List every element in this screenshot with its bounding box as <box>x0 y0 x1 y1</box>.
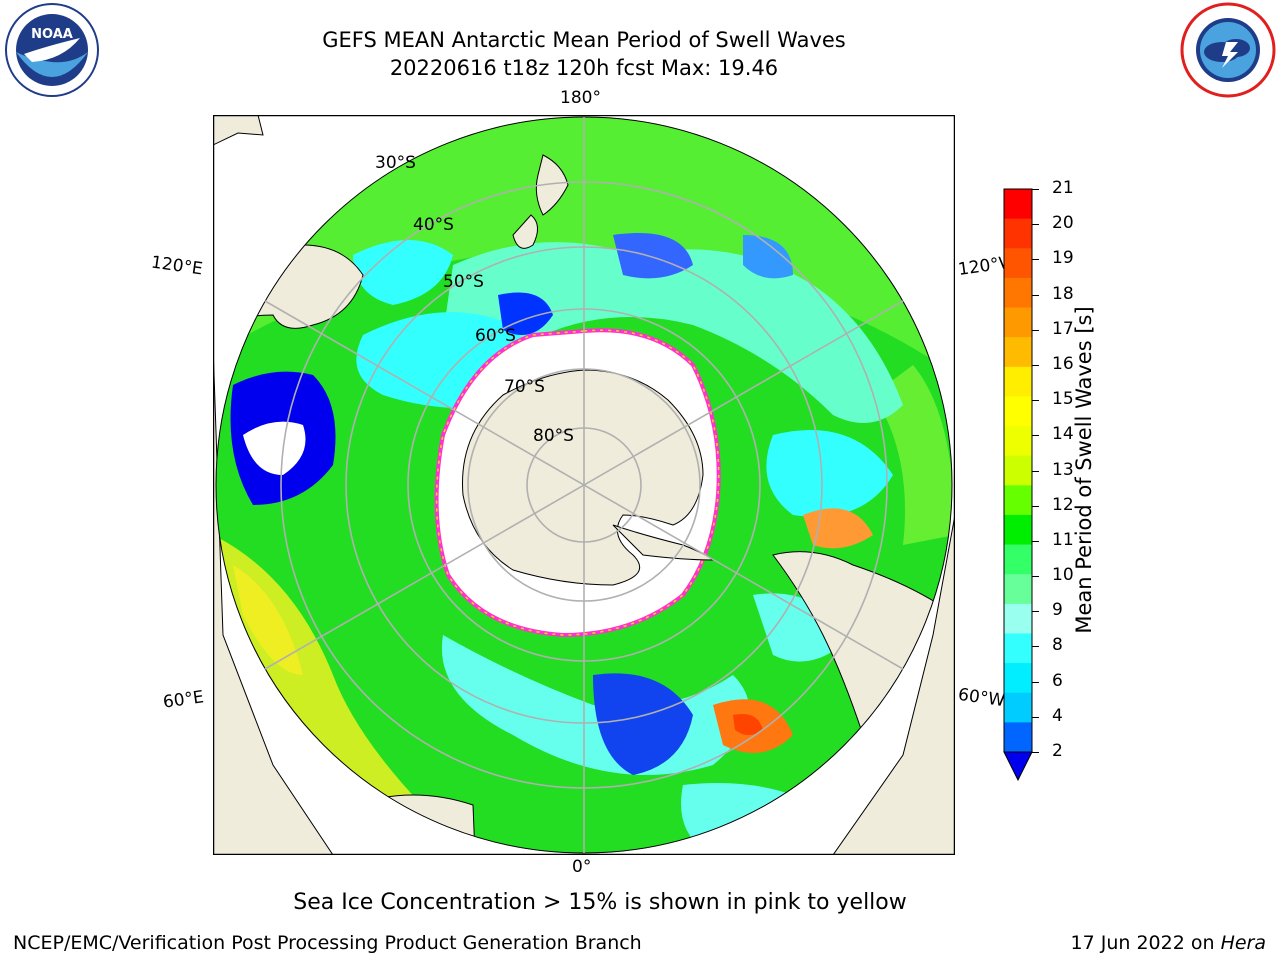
field-band <box>353 240 453 305</box>
colorbar-cell <box>1004 189 1032 220</box>
sea-ice-edge <box>435 329 720 636</box>
footer-date-text: 17 Jun 2022 on <box>1070 932 1221 954</box>
colorbar-tick-mark <box>1032 329 1039 331</box>
lon-label-left-lower: 60°E <box>161 687 206 713</box>
footer-credit: NCEP/EMC/Verification Post Processing Pr… <box>13 932 642 954</box>
colorbar-tick-label: 10 <box>1052 565 1074 586</box>
colorbar-tick-label: 18 <box>1052 283 1074 304</box>
field-band <box>243 421 306 475</box>
field-band <box>613 233 693 279</box>
colorbar-cell <box>1004 307 1032 338</box>
lat-label: 70°S <box>504 377 545 397</box>
colorbar-tick-label: 16 <box>1052 353 1074 374</box>
colorbar-cell <box>1004 663 1032 694</box>
colorbar-tick-mark <box>1032 189 1039 190</box>
noaa-logo-icon: NOAA <box>2 2 102 102</box>
polar-map: 30°S 40°S 50°S 60°S 70°S 80°S <box>213 115 955 855</box>
field-band <box>593 673 693 775</box>
colorbar-cell <box>1004 366 1032 397</box>
chart-title: GEFS MEAN Antarctic Mean Period of Swell… <box>322 28 846 52</box>
lat-label: 40°S <box>413 215 454 235</box>
colorbar-label: Mean Period of Swell Waves [s] <box>1072 306 1096 634</box>
colorbar-tick-label: 17 <box>1052 318 1074 339</box>
lat-label: 50°S <box>443 272 484 292</box>
colorbar-tick-mark <box>1032 681 1039 683</box>
colorbar-cell <box>1004 248 1032 279</box>
colorbar-cell <box>1004 396 1032 427</box>
chart-subtitle: 20220616 t18z 120h fcst Max: 19.46 <box>389 56 779 80</box>
colorbar-cell <box>1004 455 1032 486</box>
colorbar-tick-mark <box>1032 294 1039 296</box>
colorbar-cell <box>1004 277 1032 309</box>
colorbar-tick-label: 12 <box>1052 494 1074 515</box>
colorbar-tick-label: 8 <box>1052 635 1063 656</box>
colorbar-tick-mark <box>1032 716 1039 718</box>
colorbar-tick-label: 14 <box>1052 424 1074 445</box>
colorbar-tick-label: 20 <box>1052 213 1074 234</box>
colorbar-cell <box>1004 426 1032 457</box>
colorbar-cell <box>1004 692 1032 723</box>
colorbar-tick-label: 11 <box>1052 529 1074 550</box>
colorbar-tick-label: 6 <box>1052 670 1063 691</box>
colorbar-cell <box>1004 544 1032 575</box>
colorbar-tick-label: 21 <box>1052 178 1074 198</box>
colorbar-cell <box>1004 633 1032 664</box>
colorbar-tick-label: 9 <box>1052 600 1063 621</box>
new-zealand-landmass <box>535 154 569 216</box>
lon-label-left-upper: 120°E <box>149 252 204 280</box>
lat-label: 30°S <box>375 153 416 173</box>
colorbar-cell <box>1004 337 1032 368</box>
colorbar-tick-mark <box>1032 646 1039 648</box>
colorbar-tick-mark <box>1032 576 1039 578</box>
colorbar-cell <box>1004 603 1032 634</box>
new-zealand-landmass <box>512 214 538 249</box>
field-band <box>233 565 303 675</box>
map-frame <box>213 115 955 855</box>
field-band <box>443 242 903 423</box>
graticule <box>215 116 953 854</box>
colorbar-tick-label: 13 <box>1052 459 1074 480</box>
nws-logo-icon <box>1178 2 1278 102</box>
colorbar-cell <box>1004 485 1032 516</box>
colorbar-tick-mark <box>1032 224 1039 226</box>
lat-label: 60°S <box>475 326 516 346</box>
colorbar-under-arrow <box>1003 751 1033 782</box>
field-band <box>766 430 893 517</box>
colorbar-tick-label: 19 <box>1052 248 1074 269</box>
lon-label-top: 180° <box>560 88 601 108</box>
colorbar-tick-mark <box>1032 364 1039 366</box>
colorbar-cell <box>1004 514 1032 546</box>
colorbar-cell <box>1004 218 1032 249</box>
footer-date: 17 Jun 2022 on Hera <box>1071 932 1266 954</box>
lat-label: 80°S <box>533 426 574 446</box>
noaa-logo-text: NOAA <box>31 27 73 42</box>
africa-landmass <box>332 794 476 853</box>
colorbar-tick-mark <box>1032 470 1039 472</box>
footer-host: Hera <box>1220 932 1266 954</box>
colorbar-tick-label: 4 <box>1052 705 1063 726</box>
antarctica-landmass <box>462 369 704 586</box>
colorbar <box>1003 188 1033 782</box>
colorbar-tick-label: 15 <box>1052 389 1074 410</box>
colorbar-tick-mark <box>1032 435 1039 437</box>
field-band <box>803 508 873 549</box>
ice-note: Sea Ice Concentration > 15% is shown in … <box>293 890 907 915</box>
corner-land <box>213 115 955 855</box>
field-band <box>743 235 793 279</box>
field-band <box>733 714 763 735</box>
colorbar-tick-mark <box>1032 611 1039 613</box>
colorbar-tick-mark <box>1032 540 1039 542</box>
lon-label-bottom: 0° <box>572 857 592 877</box>
colorbar-tick-mark <box>1032 752 1039 753</box>
colorbar-tick-mark <box>1032 400 1039 402</box>
colorbar-tick-label: 2 <box>1052 741 1063 761</box>
lon-label-right-lower: 60°W <box>956 684 1007 712</box>
field-band <box>681 783 833 853</box>
colorbar-tick-mark <box>1032 505 1039 507</box>
colorbar-cell <box>1004 574 1032 605</box>
colorbar-tick-mark <box>1032 259 1039 261</box>
colorbar-cell <box>1004 722 1032 753</box>
